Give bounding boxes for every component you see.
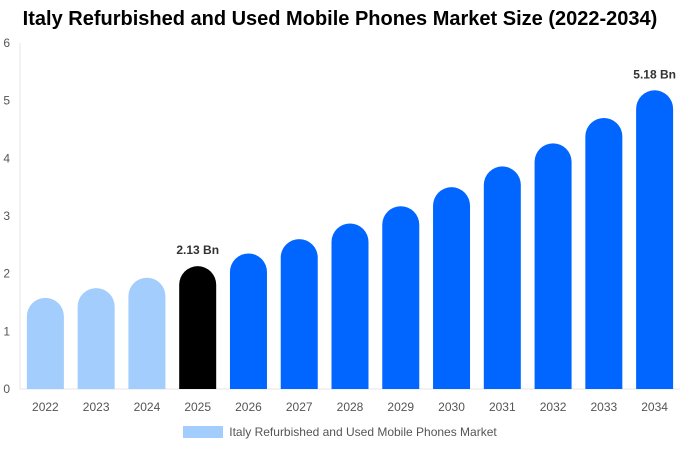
x-tick-label: 2031 — [489, 400, 516, 414]
y-tick-label: 5 — [3, 94, 10, 108]
x-tick-label: 2023 — [83, 400, 110, 414]
bar-2032 — [534, 143, 572, 389]
x-tick-label: 2025 — [184, 400, 211, 414]
x-tick-label: 2030 — [438, 400, 465, 414]
y-tick-label: 4 — [3, 151, 10, 165]
bar-2030 — [433, 187, 471, 389]
y-tick-label: 3 — [3, 209, 10, 223]
bar-2026 — [229, 253, 267, 389]
x-tick-label: 2032 — [540, 400, 567, 414]
bar-2034 — [636, 90, 674, 389]
legend: Italy Refurbished and Used Mobile Phones… — [0, 425, 680, 439]
x-tick-label: 2027 — [286, 400, 313, 414]
data-label-2025: 2.13 Bn — [176, 243, 219, 257]
y-tick-label: 0 — [3, 382, 10, 396]
x-tick-label: 2033 — [590, 400, 617, 414]
y-tick-label: 6 — [3, 36, 10, 50]
x-tick-label: 2026 — [235, 400, 262, 414]
bar-2027 — [280, 239, 318, 389]
bar-2028 — [331, 223, 369, 389]
x-tick-label: 2022 — [32, 400, 59, 414]
x-tick-label: 2024 — [134, 400, 161, 414]
x-tick-label: 2028 — [337, 400, 364, 414]
y-tick-label: 1 — [3, 324, 10, 338]
bar-2022 — [26, 297, 64, 389]
legend-label: Italy Refurbished and Used Mobile Phones… — [229, 425, 497, 439]
bar-2031 — [483, 166, 521, 389]
legend-swatch — [183, 426, 224, 438]
y-tick-label: 2 — [3, 267, 10, 281]
bar-2024 — [128, 277, 166, 389]
bar-2033 — [585, 117, 623, 389]
data-label-2034: 5.18 Bn — [633, 67, 676, 81]
chart-title: Italy Refurbished and Used Mobile Phones… — [22, 8, 658, 30]
bar-2029 — [382, 206, 420, 389]
bar-2023 — [77, 288, 115, 389]
x-tick-label: 2029 — [387, 400, 414, 414]
bar-2025 — [179, 266, 217, 389]
x-tick-label: 2034 — [641, 400, 668, 414]
